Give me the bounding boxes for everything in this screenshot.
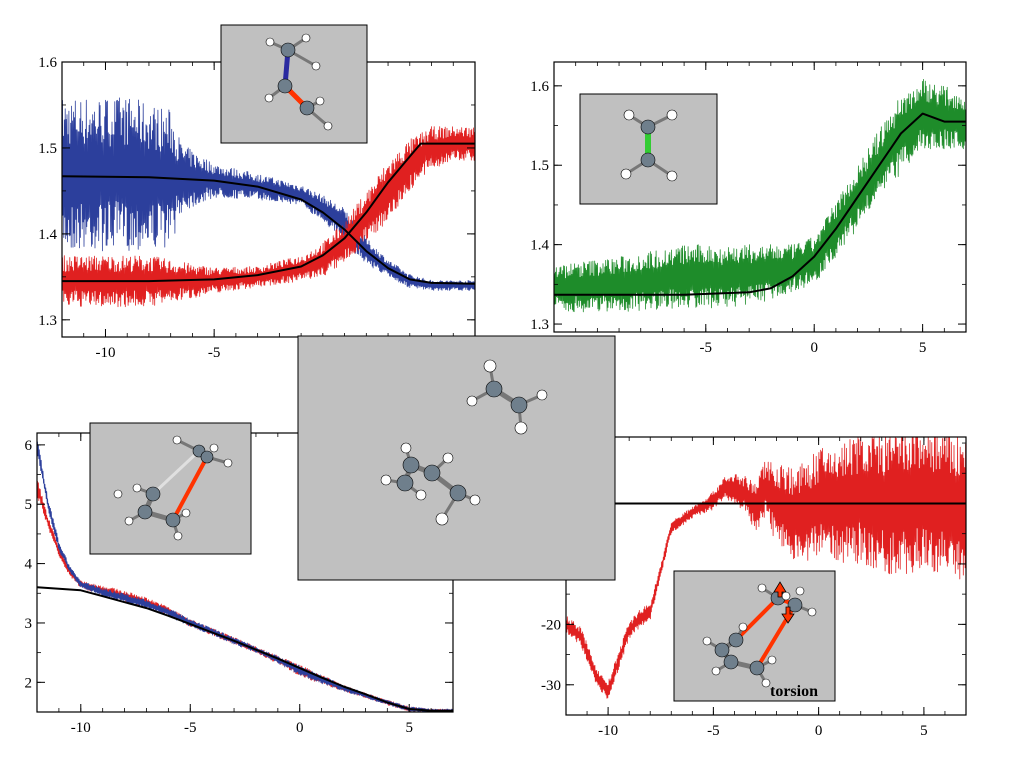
bottom-right-series-red-0 — [566, 437, 966, 699]
top-left-series-blue-0 — [62, 97, 475, 291]
top-left-ytick-label: 1.6 — [38, 55, 57, 71]
inset-panel — [297, 335, 616, 581]
top-right-ytick-label: 1.5 — [530, 158, 549, 174]
inset-bottom-right-molecule: torsion — [673, 570, 836, 702]
top-right-plot-frame — [553, 61, 967, 333]
bottom-left-xtick-label: 5 — [405, 720, 413, 736]
bottom-left-ytick-label: 4 — [25, 557, 33, 573]
molecule-drawing — [264, 33, 333, 131]
inset-panel — [220, 24, 368, 144]
top-right-xtick-label: 0 — [810, 340, 818, 356]
top-right-series-black-1 — [554, 112, 966, 296]
bottom-left-ytick-label: 6 — [25, 438, 33, 454]
top-left-series-black-3 — [62, 142, 475, 283]
top-right-series-green-0 — [554, 79, 966, 313]
bottom-left-ytick-label: 2 — [25, 675, 33, 691]
bottom-right-xtick-label: 5 — [920, 723, 928, 739]
top-right-ytick-label: 1.6 — [530, 79, 549, 95]
bottom-right-xtick-label: -10 — [598, 723, 618, 739]
torsion-label: torsion — [770, 683, 818, 700]
top-left-ytick-label: 1.4 — [38, 227, 57, 243]
top-right-xtick-label: 5 — [919, 340, 927, 356]
inset-bottom-left-molecule — [89, 422, 252, 555]
bottom-left-series-black-2 — [37, 586, 453, 712]
inset-top-right-molecule — [579, 93, 718, 205]
top-left-xtick-label: -10 — [95, 345, 115, 361]
inset-center-molecules — [297, 335, 616, 581]
torsion-arrows — [773, 581, 795, 624]
top-right-ytick-label: 1.3 — [530, 317, 549, 333]
top-left-series-black-2 — [62, 175, 475, 285]
bottom-left-ytick-label: 3 — [25, 616, 33, 632]
bottom-right-ytick-label: -30 — [541, 678, 561, 694]
chart-top-right: -5 0 5 1.3 1.4 1.5 1.6 — [530, 61, 967, 356]
bottom-left-xtick-label: -10 — [71, 720, 91, 736]
bottom-left-ytick-label: 5 — [25, 497, 33, 513]
chart-bottom-right: -10-505-30-20-10 — [541, 436, 967, 739]
top-left-series-red-1 — [62, 126, 475, 308]
bottom-right-xtick-label: -5 — [707, 723, 720, 739]
inset-top-left-molecule — [220, 24, 368, 144]
bottom-right-ytick-label: -20 — [541, 617, 561, 633]
top-right-ytick-label: 1.4 — [530, 238, 549, 254]
bottom-right-xtick-label: 0 — [815, 723, 823, 739]
top-left-ytick-label: 1.5 — [38, 141, 57, 157]
bottom-left-xtick-label: -5 — [184, 720, 197, 736]
molecule-drawing — [702, 583, 817, 688]
molecule-drawing — [620, 109, 678, 182]
bottom-left-xtick-label: 0 — [296, 720, 304, 736]
molecule-drawing — [113, 435, 233, 541]
top-left-xtick-label: -5 — [208, 345, 221, 361]
top-left-ytick-label: 1.3 — [38, 313, 57, 329]
inset-panel — [673, 570, 836, 702]
top-right-xtick-label: -5 — [700, 340, 713, 356]
inset-panel — [89, 422, 252, 555]
molecule-drawing — [380, 359, 548, 526]
